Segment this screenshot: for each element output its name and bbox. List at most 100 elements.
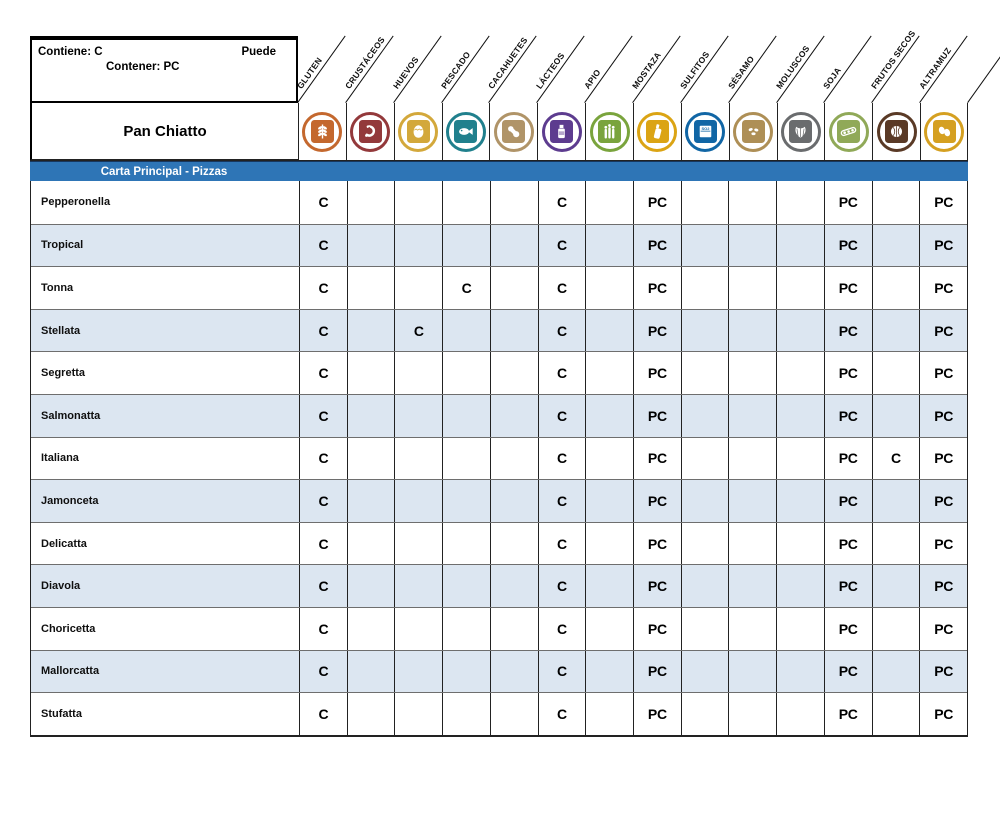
item-name: Mallorcatta	[41, 665, 100, 678]
menu-row: Segretta C C PC PC PC	[31, 351, 967, 394]
mark-cell-lupin-beans: PC	[919, 394, 967, 437]
mark-cell-shrimp	[346, 480, 395, 522]
mark-cell-celery	[585, 522, 633, 565]
fish-icon	[445, 111, 486, 152]
section-header-bar: Carta Principal - Pizzas	[30, 161, 968, 181]
mark-cell-sesame-seeds	[728, 267, 776, 309]
mark-cell-walnut	[871, 394, 920, 437]
mark-cell-egg	[394, 224, 442, 267]
mark-cell-milk-bottle: C	[537, 437, 586, 480]
mark-cell-sesame-seeds	[728, 607, 776, 650]
mark-cell-walnut	[871, 522, 920, 565]
egg-icon	[398, 111, 439, 152]
mark-cell-lupin-beans: PC	[919, 693, 967, 735]
mark-cell-celery	[585, 309, 633, 352]
allergen-label-sesame-seeds: SÉSAMO	[725, 53, 756, 91]
mark-cell-shell	[776, 565, 824, 607]
allergen-icon-cell	[920, 103, 968, 160]
mark-cell-peanut	[489, 181, 538, 224]
mark-cell-peanut	[489, 394, 538, 437]
mark-cell-sesame-seeds	[728, 650, 776, 693]
mark-cell-egg	[394, 607, 442, 650]
menu-row: Salmonatta C C PC PC PC	[31, 393, 967, 437]
diagonal-header: GLUTEN CRUSTÁCEOS HUEVOS PESCADO CACAHUETES L…	[30, 28, 1000, 103]
mark-cell-so2-box	[680, 267, 729, 309]
allergen-icon-cell	[489, 103, 538, 160]
item-name: Stellata	[41, 324, 81, 337]
mark-cell-fish	[442, 565, 490, 607]
mark-cell-shrimp	[346, 224, 395, 267]
menu-row: Diavola C C PC PC PC	[31, 564, 967, 607]
allergen-label-fish: PESCADO	[438, 49, 472, 91]
mark-cell-shell	[776, 437, 824, 480]
mark-cell-lupin-beans: PC	[919, 650, 967, 693]
allergen-label-egg: HUEVOS	[390, 54, 421, 91]
mark-cell-walnut	[871, 224, 920, 267]
mark-cell-celery	[585, 394, 633, 437]
mark-cell-egg	[394, 522, 442, 565]
menu-row: Delicatta C C PC PC PC	[31, 521, 967, 565]
mark-cell-mustard-bottle: PC	[633, 480, 681, 522]
allergen-icon-row: Pan Chiatto	[30, 103, 968, 161]
mark-cell-milk-bottle: C	[537, 181, 586, 224]
allergen-label-walnut: FRUTOS SECOS	[869, 28, 918, 91]
svg-text:SO2: SO2	[701, 126, 710, 131]
menu-row: Italiana C C PC PC C PC	[31, 436, 967, 480]
allergen-icon-cell	[872, 103, 921, 160]
mark-cell-fish	[442, 522, 490, 565]
mark-cell-milk-bottle: C	[537, 394, 586, 437]
mustard-bottle-icon	[637, 111, 678, 152]
mark-cell-peanut	[489, 437, 538, 480]
mark-cell-celery	[585, 480, 633, 522]
item-name: Italiana	[41, 452, 79, 465]
mark-cell-so2-box	[680, 309, 729, 352]
diagonal-line: HUEVOS	[390, 35, 442, 103]
mark-cell-shell	[776, 522, 824, 565]
mark-cell-shell	[776, 650, 824, 693]
item-name: Salmonatta	[41, 409, 101, 422]
mark-cell-so2-box	[680, 437, 729, 480]
mark-cell-fish	[442, 650, 490, 693]
mark-cell-mustard-bottle: PC	[633, 522, 681, 565]
mark-cell-wheat: C	[299, 267, 347, 309]
legend-puede: Puede	[241, 46, 276, 58]
mark-cell-celery	[585, 352, 633, 394]
mark-cell-shrimp	[346, 181, 395, 224]
mark-cell-peanut	[489, 522, 538, 565]
allergen-icon-cell	[728, 103, 777, 160]
wheat-icon	[302, 111, 343, 152]
mark-cell-mustard-bottle: PC	[633, 394, 681, 437]
item-name: Tonna	[41, 281, 74, 294]
mark-cell-wheat: C	[299, 522, 347, 565]
mark-cell-milk-bottle: C	[537, 607, 586, 650]
mark-cell-peanut	[489, 309, 538, 352]
mark-cell-wheat: C	[299, 437, 347, 480]
mark-cell-shrimp	[346, 607, 395, 650]
mark-cell-shell	[776, 181, 824, 224]
mark-cell-egg	[394, 352, 442, 394]
mark-cell-milk-bottle: C	[537, 267, 586, 309]
mark-cell-soy-pod: PC	[823, 565, 872, 607]
menu-row: Pepperonella C C PC PC PC	[31, 181, 967, 224]
mark-cell-peanut	[489, 352, 538, 394]
peanut-icon	[493, 111, 534, 152]
mark-cell-lupin-beans: PC	[919, 565, 967, 607]
mark-cell-walnut: C	[871, 437, 920, 480]
allergen-label-peanut: CACAHUETES	[486, 35, 530, 91]
mark-cell-so2-box	[680, 394, 729, 437]
mark-cell-walnut	[871, 309, 920, 352]
mark-cell-celery	[585, 267, 633, 309]
allergen-label-celery: APIO	[582, 67, 603, 91]
mark-cell-shrimp	[346, 565, 395, 607]
mark-cell-lupin-beans: PC	[919, 480, 967, 522]
mark-cell-milk-bottle: C	[537, 352, 586, 394]
mark-cell-celery	[585, 437, 633, 480]
shrimp-icon	[350, 111, 391, 152]
mark-cell-egg: C	[394, 309, 442, 352]
shell-icon	[780, 111, 821, 152]
mark-cell-soy-pod: PC	[823, 352, 872, 394]
mark-cell-milk-bottle: C	[537, 565, 586, 607]
diagonal-line: ALTRAMUZ	[917, 35, 968, 103]
mark-cell-peanut	[489, 693, 538, 735]
